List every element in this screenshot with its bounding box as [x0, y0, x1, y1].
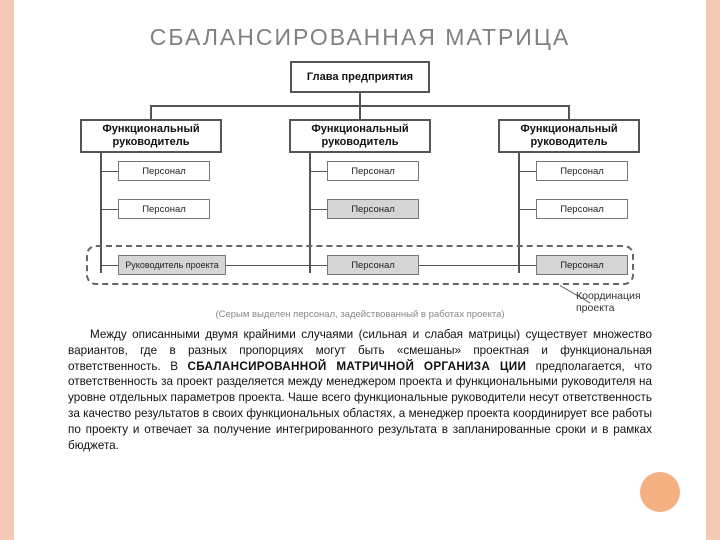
accent-dot	[640, 472, 680, 512]
slide: СБАЛАНСИРОВАННАЯ МАТРИЦА Глава предприят…	[0, 0, 720, 540]
cell: Персонал	[536, 255, 628, 275]
cell: Персонал	[118, 199, 210, 219]
cell: Персонал	[327, 161, 419, 181]
coord-label-l1: Координация	[576, 290, 641, 302]
cell: Персонал	[536, 161, 628, 181]
org-chart: Глава предприятия Функциональный руковод…	[80, 61, 640, 323]
manager-box-3: Функциональный руководитель	[498, 119, 640, 153]
body-paragraph: Между описанными двумя крайними случаями…	[30, 327, 690, 453]
slide-title: СБАЛАНСИРОВАННАЯ МАТРИЦА	[30, 24, 690, 51]
diagram-caption: (Серым выделен персонал, задействованный…	[80, 309, 640, 320]
paragraph-wrap: Между описанными двумя крайними случаями…	[30, 327, 690, 453]
project-manager-cell: Руководитель проекта	[118, 255, 226, 275]
para-bold: СБАЛАНСИРОВАННОЙ МАТРИЧНОЙ ОРГАНИЗА ЦИИ	[187, 360, 526, 373]
cell: Персонал	[118, 161, 210, 181]
cell: Персонал	[327, 255, 419, 275]
manager-box-1: Функциональный руководитель	[80, 119, 222, 153]
cell: Персонал	[536, 199, 628, 219]
manager-box-2: Функциональный руководитель	[289, 119, 431, 153]
head-box: Глава предприятия	[290, 61, 430, 93]
para-run2: предполагается, что ответственность за п…	[68, 360, 652, 452]
cell: Персонал	[327, 199, 419, 219]
